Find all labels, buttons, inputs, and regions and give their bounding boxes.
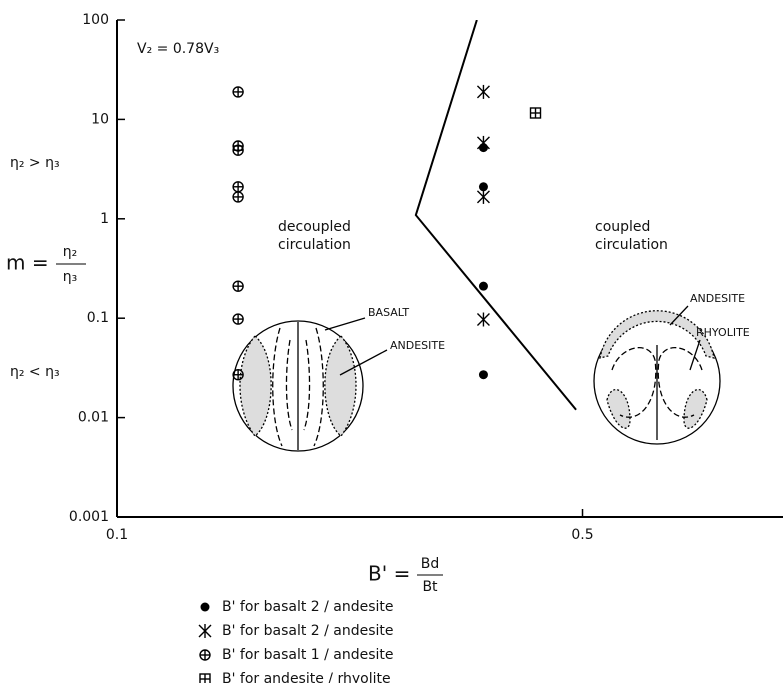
annotation: η₂ < η₃ bbox=[10, 364, 60, 380]
legend-label: B' for basalt 2 / andesite bbox=[222, 599, 394, 615]
marker bbox=[233, 370, 243, 380]
y-axis-label: m = bbox=[6, 251, 49, 275]
annotation: V₂ = 0.78V₃ bbox=[137, 41, 219, 57]
annotation: coupled bbox=[595, 219, 650, 235]
marker-dot bbox=[479, 282, 488, 291]
marker bbox=[201, 603, 210, 612]
legend-label: B' for basalt 1 / andesite bbox=[222, 647, 394, 663]
legend-label: B' for andesite / rhyolite bbox=[222, 671, 391, 683]
y-tick-label: 100 bbox=[82, 12, 109, 28]
x-axis-label: Bt bbox=[422, 579, 438, 595]
y-tick-label: 10 bbox=[91, 111, 109, 127]
marker bbox=[531, 108, 541, 118]
marker bbox=[477, 190, 489, 204]
marker bbox=[233, 192, 243, 202]
x-axis-label: B' = bbox=[368, 562, 410, 586]
annotation: circulation bbox=[278, 237, 351, 253]
y-tick-label: 0.001 bbox=[69, 509, 109, 525]
marker bbox=[233, 182, 243, 192]
y-tick-label: 0.01 bbox=[78, 410, 109, 426]
marker bbox=[479, 370, 488, 379]
marker bbox=[233, 281, 243, 291]
y-axis-label: η₂ bbox=[63, 244, 78, 260]
marker bbox=[477, 313, 489, 327]
annotation: BASALT bbox=[368, 306, 409, 319]
annotation: η₂ > η₃ bbox=[10, 155, 60, 171]
annotation: ANDESITE bbox=[690, 292, 745, 305]
marker bbox=[477, 85, 489, 99]
marker-dot bbox=[479, 370, 488, 379]
legend-label: B' for basalt 2 / andesite bbox=[222, 623, 394, 639]
marker bbox=[200, 674, 210, 683]
marker bbox=[479, 282, 488, 291]
y-tick-label: 1 bbox=[100, 211, 109, 227]
marker bbox=[477, 136, 489, 150]
annotation: ANDESITE bbox=[390, 339, 445, 352]
annotation: decoupled bbox=[278, 219, 351, 235]
y-tick-label: 0.1 bbox=[87, 310, 109, 326]
annotation: circulation bbox=[595, 237, 668, 253]
marker bbox=[233, 314, 243, 324]
marker-dot bbox=[201, 603, 210, 612]
marker bbox=[199, 624, 211, 638]
diagram-decoupled bbox=[233, 318, 387, 451]
x-tick-label: 0.1 bbox=[106, 527, 128, 543]
annotation: RHYOLITE bbox=[696, 326, 750, 339]
x-axis-label: Bd bbox=[421, 556, 440, 572]
marker bbox=[233, 145, 243, 155]
marker bbox=[233, 87, 243, 97]
marker bbox=[200, 650, 210, 660]
y-axis-label: η₃ bbox=[63, 269, 78, 285]
chart: V₂ = 0.78V₃ η₂ > η₃ η₂ < η₃ decoupled ci… bbox=[0, 0, 783, 683]
x-tick-label: 0.5 bbox=[571, 527, 593, 543]
